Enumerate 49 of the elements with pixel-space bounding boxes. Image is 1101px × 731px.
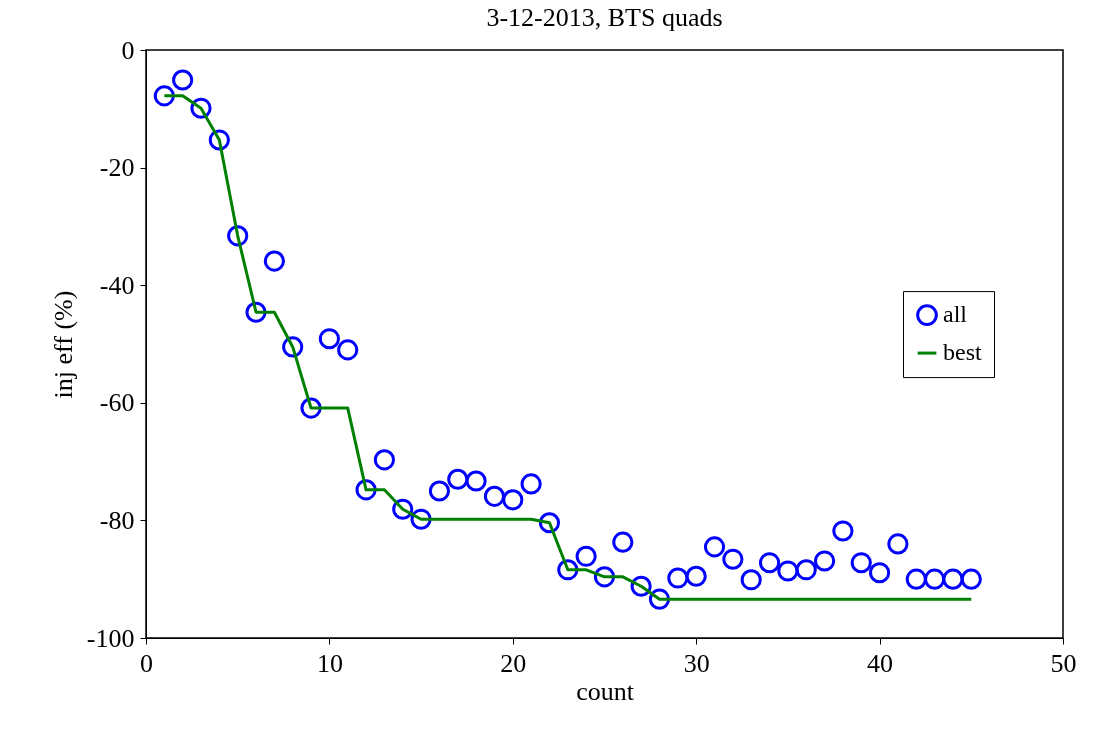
point (447, 468, 469, 490)
point (153, 85, 175, 107)
point (612, 531, 634, 553)
point (795, 559, 817, 581)
point (685, 565, 707, 587)
y-axis-title: inj eff (%) (48, 290, 78, 399)
x-tick-label: 10 (316, 648, 343, 678)
point (318, 328, 340, 350)
x-tick-label: 30 (683, 648, 710, 678)
x-tick-label: 50 (1050, 648, 1077, 678)
point (942, 568, 964, 590)
point (703, 536, 726, 558)
y-tick-label: -20 (99, 153, 135, 183)
y-tick-label: 0 (121, 35, 135, 65)
point (722, 548, 744, 570)
y-tick-label: -100 (86, 623, 135, 653)
point (337, 339, 359, 361)
point (832, 520, 854, 542)
y-tick-label: -80 (99, 505, 135, 535)
legend-label: best (943, 339, 982, 366)
point (758, 552, 781, 574)
point (172, 69, 194, 91)
chart-title: 3-12-2013, BTS quads (486, 3, 723, 32)
y-tick-label: -40 (99, 270, 135, 300)
point (483, 485, 506, 507)
point (869, 562, 891, 584)
y-tick-label: -60 (99, 388, 135, 418)
point (960, 568, 982, 590)
point (373, 449, 395, 471)
point (814, 550, 836, 572)
point (740, 569, 762, 591)
point (465, 470, 487, 492)
point (850, 552, 872, 574)
point (630, 575, 652, 597)
point (905, 568, 927, 590)
point (667, 567, 689, 589)
point (777, 560, 799, 582)
point (924, 568, 946, 590)
legend-label: all (943, 301, 968, 328)
x-axis-title: count (576, 676, 635, 706)
point (263, 250, 285, 272)
x-tick-label: 40 (867, 648, 894, 678)
point (887, 533, 909, 555)
point (520, 473, 542, 495)
point (502, 489, 524, 511)
x-tick-label: 20 (500, 648, 527, 678)
point (227, 225, 249, 247)
point (575, 545, 597, 567)
point (428, 480, 451, 502)
